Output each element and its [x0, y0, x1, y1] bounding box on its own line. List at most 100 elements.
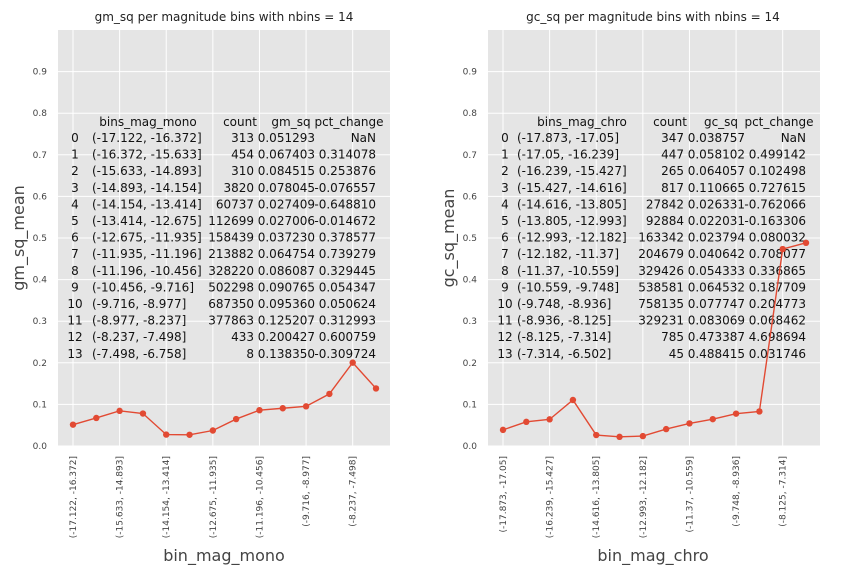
y-tick-label: 0.5 — [33, 234, 47, 244]
table-header: gm_sq — [271, 115, 310, 129]
y-tick-label: 0.9 — [463, 68, 478, 78]
y-tick-label: 0.6 — [33, 192, 48, 202]
x-tick-label: (-8.125, -7.314] — [779, 456, 789, 527]
table-cell-value: 0.064057 — [688, 164, 745, 178]
table-row-index: 8 — [71, 264, 79, 278]
table-cell-count: 538581 — [638, 280, 684, 294]
table-cell-value: 0.138350 — [258, 347, 315, 361]
table-cell-count: 447 — [661, 148, 684, 162]
data-point — [639, 432, 647, 440]
table-cell-bin: (-14.616, -13.805] — [517, 197, 627, 211]
table-cell-pct-change: 0.068462 — [749, 314, 806, 328]
y-axis-label: gm_sq_mean — [9, 185, 29, 291]
summary-table: bins_mag_chro count gc_sq pct_change 0 (-17.8… — [497, 115, 813, 361]
data-point — [326, 390, 333, 398]
summary-table: bins_mag_mono count gm_sq pct_change 0 (-17.1… — [67, 115, 383, 361]
x-tick-label: (-9.748, -8.936] — [732, 456, 742, 527]
table-cell-count: 817 — [661, 181, 684, 195]
table-cell-bin: (-9.748, -8.936] — [517, 297, 611, 311]
data-point — [662, 425, 670, 433]
table-cell-pct-change: 0.253876 — [319, 164, 376, 178]
table-row-index: 1 — [501, 148, 509, 162]
table-cell-count: 60737 — [216, 197, 254, 211]
chart-title: gm_sq per magnitude bins with nbins = 14 — [95, 10, 354, 24]
table-cell-pct-change: -0.762066 — [744, 197, 806, 211]
table-cell-bin: (-15.427, -14.616] — [517, 181, 627, 195]
table-cell-bin: (-7.498, -6.758] — [92, 347, 186, 361]
data-point — [802, 239, 810, 247]
y-tick-label: 0.9 — [33, 68, 48, 78]
table-row-index: 12 — [67, 330, 82, 344]
table-cell-value: 0.083069 — [688, 314, 745, 328]
table-cell-count: 310 — [231, 164, 254, 178]
data-point — [779, 245, 786, 253]
table-cell-bin: (-10.559, -9.748] — [517, 280, 619, 294]
table-cell-count: 347 — [661, 131, 684, 145]
table-cell-value: 0.058102 — [688, 148, 745, 162]
data-point — [709, 415, 716, 423]
table-cell-count: 3820 — [223, 181, 254, 195]
table-cell-value: 0.110665 — [688, 181, 745, 195]
table-cell-count: 502298 — [208, 280, 254, 294]
x-tick-label: (-8.237, -7.498] — [349, 456, 359, 527]
table-cell-value: 0.051293 — [258, 131, 315, 145]
table-cell-count: 313 — [231, 131, 254, 145]
table-cell-count: 329231 — [638, 314, 684, 328]
data-point — [93, 414, 100, 422]
data-point — [279, 405, 286, 412]
table-cell-count: 27842 — [646, 197, 684, 211]
data-point — [256, 406, 263, 414]
table-cell-value: 0.086087 — [258, 264, 315, 278]
table-row-index: 7 — [501, 247, 509, 261]
table-cell-count: 45 — [669, 347, 684, 361]
table-cell-bin: (-8.237, -7.498] — [92, 330, 186, 344]
series-line — [502, 242, 807, 438]
table-header: pct_change — [744, 115, 813, 129]
data-point — [69, 421, 77, 428]
table-cell-bin: (-13.805, -12.993] — [517, 214, 627, 228]
table-cell-bin: (-16.372, -15.633] — [92, 148, 202, 162]
x-tick-label: (-11.196, -10.456] — [255, 456, 265, 538]
table-cell-pct-change: 0.739279 — [319, 247, 376, 261]
table-row-index: 2 — [71, 164, 79, 178]
table-cell-count: 265 — [661, 164, 684, 178]
table-row-index: 3 — [501, 181, 509, 195]
table-cell-count: 785 — [661, 330, 684, 344]
table-cell-pct-change: -0.163306 — [744, 214, 806, 228]
y-tick-label: 0.1 — [33, 400, 47, 410]
table-cell-bin: (-12.182, -11.37] — [517, 247, 619, 261]
table-cell-pct-change: 0.050624 — [319, 297, 376, 311]
table-cell-count: 687350 — [208, 297, 254, 311]
x-tick-label: (-12.675, -11.935] — [209, 456, 219, 538]
table-row-index: 11 — [67, 314, 82, 328]
table-cell-value: 0.200427 — [258, 330, 315, 344]
table-cell-pct-change: -0.014672 — [314, 214, 376, 228]
table-cell-pct-change: 0.204773 — [749, 297, 806, 311]
table-cell-bin: (-13.414, -12.675] — [92, 214, 202, 228]
table-header: pct_change — [314, 115, 383, 129]
table-header: gc_sq — [704, 115, 738, 129]
table-cell-bin: (-8.936, -8.125] — [517, 314, 611, 328]
table-cell-value: 0.064754 — [258, 247, 315, 261]
table-cell-pct-change: 0.727615 — [749, 181, 806, 195]
table-cell-value: 0.084515 — [258, 164, 315, 178]
table-cell-count: 204679 — [638, 247, 684, 261]
data-point — [546, 416, 553, 423]
table-cell-value: 0.095360 — [258, 297, 315, 311]
table-cell-value: 0.473387 — [688, 330, 745, 344]
y-tick-label: 0.0 — [463, 442, 478, 452]
table-cell-pct-change: 0.499142 — [749, 148, 806, 162]
table-cell-value: 0.067403 — [258, 148, 315, 162]
table-cell-pct-change: 0.314078 — [319, 148, 376, 162]
table-cell-value: 0.488415 — [688, 347, 745, 361]
table-cell-bin: (-14.154, -13.414] — [92, 197, 202, 211]
table-cell-bin: (-10.456, -9.716] — [92, 280, 194, 294]
table-cell-count: 454 — [231, 148, 254, 162]
table-cell-value: 0.090765 — [258, 280, 315, 294]
data-point — [569, 396, 577, 404]
y-tick-label: 0.0 — [33, 442, 48, 452]
table-cell-pct-change: 0.054347 — [319, 280, 376, 294]
table-cell-value: 0.077747 — [688, 297, 745, 311]
x-tick-label: (-16.239, -15.427] — [546, 456, 556, 538]
